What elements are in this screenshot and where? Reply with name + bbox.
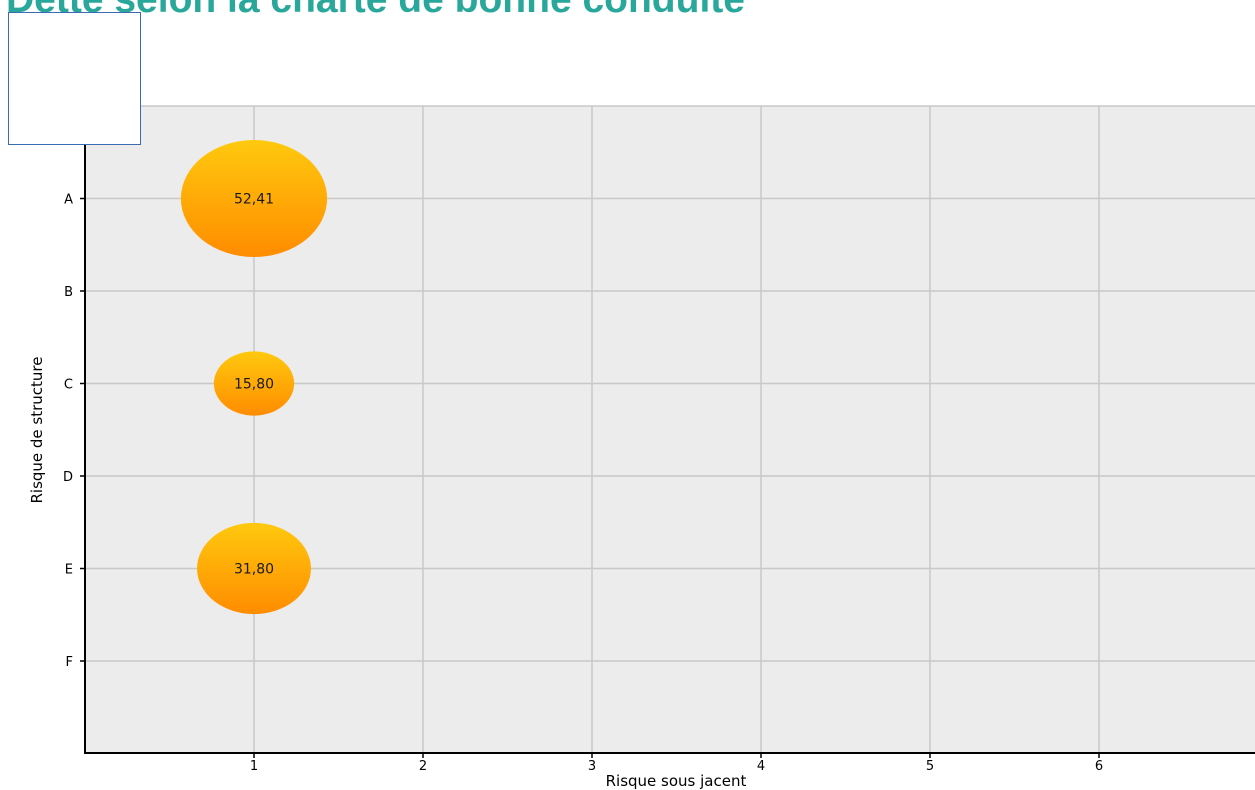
bubble-layer: 52,41 15,80 31,80	[180, 140, 328, 615]
tick-layer: 1 2 3 4 5 6 A B C D E F	[63, 193, 1103, 775]
y-tick-label: B	[64, 285, 73, 300]
chart-title: Dette selon la charte de bonne conduite	[6, 0, 745, 22]
bubble-value-label: 15,80	[234, 377, 274, 393]
bubble	[197, 522, 311, 615]
x-tick-label: 2	[419, 759, 427, 774]
x-tick-label: 3	[588, 759, 596, 774]
axes-layer	[84, 106, 1255, 754]
y-tick-label: C	[64, 378, 73, 393]
x-tick-label: 4	[757, 759, 765, 774]
bubble-value-label: 52,41	[234, 192, 274, 208]
x-axis-title: Risque sous jacent	[606, 772, 747, 790]
bubble	[213, 351, 295, 416]
y-axis-title: Risque de structure	[28, 356, 46, 503]
legend-box	[8, 12, 141, 145]
y-tick-label: F	[66, 655, 73, 670]
bubble-value-label: 31,80	[234, 562, 274, 578]
y-tick-label: D	[63, 470, 73, 485]
y-tick-label: A	[64, 193, 73, 208]
x-tick-label: 1	[250, 759, 258, 774]
x-tick-label: 6	[1095, 759, 1103, 774]
bubble	[180, 140, 328, 257]
y-tick-label: E	[65, 563, 73, 578]
x-tick-label: 5	[926, 759, 934, 774]
